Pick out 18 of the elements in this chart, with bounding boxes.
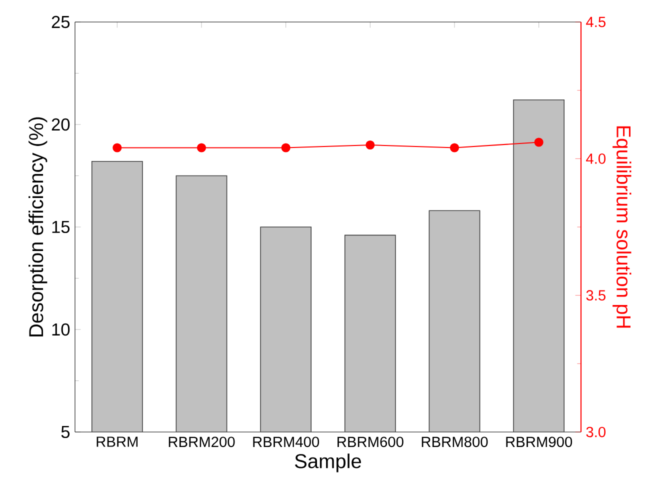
x-axis-title: Sample bbox=[294, 454, 361, 472]
x-tick-label: RBRM900 bbox=[506, 436, 572, 448]
y-axis-title: Desorption efficiency (%) bbox=[28, 117, 48, 336]
y2-tick-label: 4.0 bbox=[586, 153, 606, 164]
x-tick-label: RBRM bbox=[96, 436, 138, 447]
x-tick-label: RBRM800 bbox=[422, 436, 488, 448]
x-tick-label: RBRM200 bbox=[168, 436, 235, 448]
y-tick-label: 15 bbox=[52, 220, 70, 234]
x-tick-label: RBRM400 bbox=[253, 436, 320, 448]
x-tick-label: RBRM600 bbox=[338, 436, 404, 448]
y2-tick-label: 4.5 bbox=[586, 16, 606, 28]
y2-tick-label: 3.0 bbox=[586, 426, 606, 438]
y-tick-label: 25 bbox=[52, 16, 70, 28]
y2-tick-label: 3.5 bbox=[586, 290, 606, 301]
y-tick-label: 20 bbox=[52, 118, 70, 131]
y2-axis-title: Equilibrium solution pH bbox=[612, 126, 632, 328]
y-tick-label: 5 bbox=[61, 426, 70, 438]
y-tick-label: 10 bbox=[52, 323, 70, 336]
